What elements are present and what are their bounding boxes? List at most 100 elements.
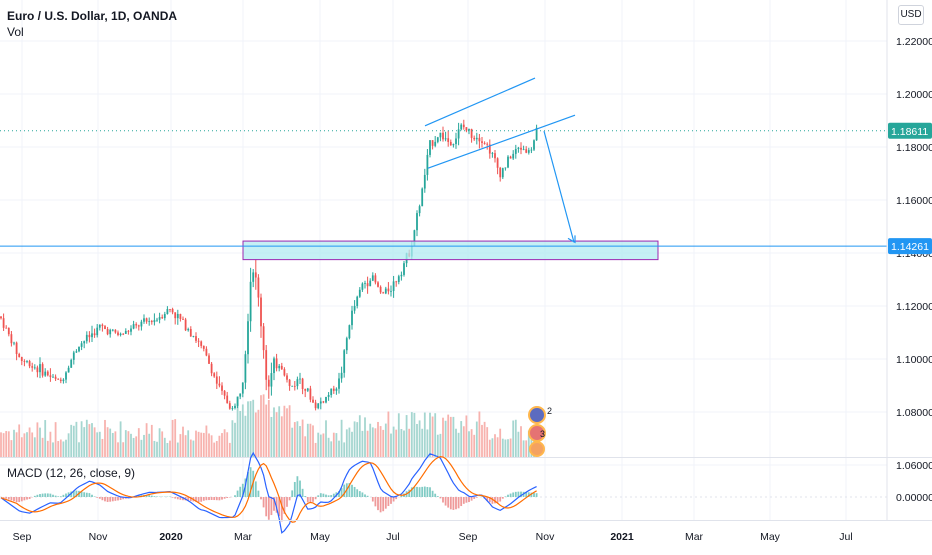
candle-body-148	[385, 289, 387, 294]
volume-bar-24	[63, 441, 65, 457]
candle-134	[349, 325, 351, 340]
candle-146	[380, 285, 382, 294]
volume-bar-101	[263, 394, 265, 457]
macd-hist-143	[372, 497, 374, 501]
candle-body-171	[445, 138, 447, 139]
y-tick-label-5: 1.12000	[896, 301, 932, 313]
volume-bar-114	[297, 421, 299, 457]
y-tick-label-3: 1.16000	[896, 195, 932, 207]
macd-hist-35	[91, 495, 93, 497]
candle-55	[143, 314, 145, 324]
volume-bar-148	[385, 424, 387, 457]
candlesticks[interactable]	[0, 120, 537, 411]
candle-body-90	[234, 406, 236, 408]
candle-body-97	[252, 272, 254, 281]
candle-body-1	[3, 318, 5, 328]
volume-bar-141	[367, 431, 369, 457]
volume-bar-27	[70, 425, 72, 457]
candle-body-135	[351, 311, 353, 325]
candle-167	[434, 136, 436, 147]
candle-133	[346, 337, 348, 354]
volume-bar-63	[164, 438, 166, 457]
candle-body-82	[213, 373, 215, 376]
macd-hist-4	[11, 497, 13, 500]
macd-label[interactable]: MACD (12, 26, close, 9)	[7, 466, 135, 480]
candle-115	[299, 373, 301, 384]
macd-hist-2	[5, 497, 7, 499]
candle-34	[89, 331, 91, 342]
candle-87	[226, 392, 228, 404]
macd-hist-100	[260, 497, 262, 499]
volume-bar-89	[232, 420, 234, 457]
volume-bar-108	[281, 416, 283, 457]
volume-bar-189	[492, 438, 494, 457]
macd-hist-18	[47, 493, 49, 497]
macd-hist-68	[177, 497, 179, 499]
candle-22	[57, 378, 59, 380]
macd-hist-77	[200, 497, 202, 502]
candle-body-107	[278, 366, 280, 368]
volume-bar-100	[260, 395, 262, 457]
x-tick-label-8: 2021	[610, 531, 634, 543]
candle-50	[130, 325, 132, 335]
candle-95	[247, 314, 249, 364]
candle-97	[252, 269, 254, 287]
candle-126	[328, 392, 330, 401]
candle-56	[146, 318, 148, 324]
volume-bar-98	[255, 413, 257, 457]
macd-hist-25	[65, 494, 67, 497]
candle-body-19	[50, 375, 52, 377]
volume-bar-140	[364, 417, 366, 457]
x-tick-label-7: Nov	[536, 531, 555, 543]
macd-hist-144	[375, 497, 377, 506]
candle-body-16	[42, 364, 44, 375]
candle-16	[42, 362, 44, 377]
candle-body-89	[232, 408, 234, 409]
candle-90	[234, 403, 236, 409]
candle-120	[312, 396, 314, 403]
candle-body-125	[325, 397, 327, 403]
candle-body-79	[206, 349, 208, 356]
volume-bar-85	[221, 433, 223, 457]
volume-bar-132	[343, 442, 345, 457]
volume-bar-37	[96, 432, 98, 457]
candle-body-24	[63, 380, 65, 381]
candle-body-151	[393, 281, 395, 291]
volume-bar-18	[47, 441, 49, 457]
volume-bar-13	[34, 437, 36, 457]
candle-body-12	[31, 366, 33, 367]
candle-body-123	[320, 401, 322, 403]
candle-124	[323, 401, 325, 403]
chart-title[interactable]: Euro / U.S. Dollar, 1D, OANDA	[7, 9, 177, 23]
candle-58	[151, 320, 153, 325]
candle-body-13	[34, 367, 36, 368]
macd-hist-127	[330, 495, 332, 497]
macd-hist-58	[151, 496, 153, 497]
macd-hist-113	[294, 482, 296, 497]
volume-bar-153	[398, 413, 400, 457]
candle-body-179	[466, 127, 468, 130]
volume-bar-55	[143, 435, 145, 457]
macd-hist-117	[304, 496, 306, 497]
candle-147	[382, 292, 384, 294]
candle-body-61	[159, 317, 161, 320]
candle-body-29	[76, 351, 78, 352]
macd-hist-116	[302, 489, 304, 497]
candle-body-160	[416, 213, 418, 230]
macd-hist-11	[29, 497, 31, 499]
candle-body-198	[515, 149, 517, 154]
macd-hist-171	[445, 497, 447, 506]
candle-145	[377, 281, 379, 287]
candle-body-60	[156, 320, 158, 321]
candle-body-137	[356, 297, 358, 306]
macd-hist-16	[42, 494, 44, 497]
candle-178	[463, 120, 465, 130]
volume-bar-159	[414, 413, 416, 457]
volume-bar-127	[330, 441, 332, 457]
candle-122	[317, 403, 319, 409]
candle-98	[255, 259, 257, 290]
currency-button[interactable]: USD	[898, 5, 924, 25]
volume-label[interactable]: Vol	[7, 25, 24, 39]
volume-bar-7	[18, 424, 20, 457]
